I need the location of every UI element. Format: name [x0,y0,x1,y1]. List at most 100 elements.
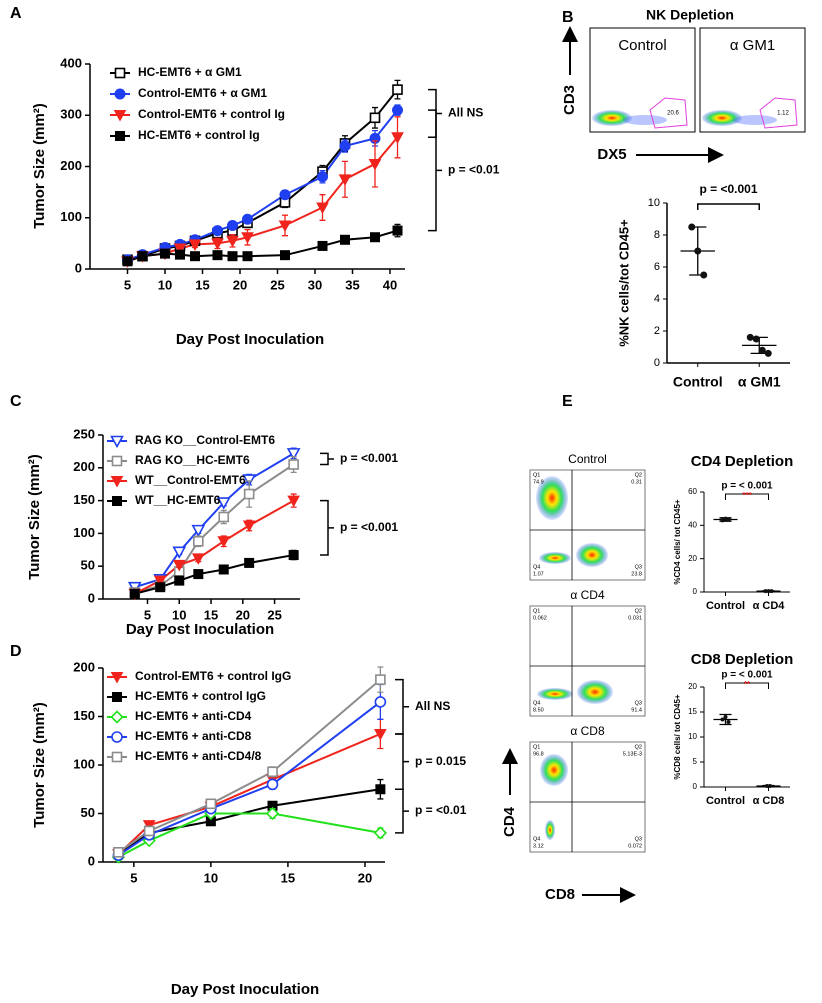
annotation: p = <0.001 [699,182,757,196]
marker [391,132,404,144]
quadrant-value: 3.12 [533,843,544,849]
legend-label: HC-EMT6 + α GM1 [138,65,242,79]
cell-cluster [577,680,613,704]
quadrant-name: Q3 [635,700,642,706]
y-tick-label: 8 [654,229,660,241]
marker [288,459,299,470]
annotation: p = <0.001 [340,451,398,465]
x-tick-label: 20 [236,607,250,622]
marker [339,140,351,152]
annotation: p = <0.01 [448,163,500,177]
y-tick-label: 200 [60,158,82,173]
quadrant-value: 0.072 [628,843,642,849]
marker [241,232,254,244]
x-tick-label: 15 [281,870,295,885]
y-tick-label: 5 [693,757,698,766]
panel-label: A [10,5,22,22]
marker [217,536,231,548]
quadrant-name: Q4 [533,700,540,706]
marker [190,251,200,262]
point [726,517,731,522]
marker [242,251,253,262]
marker [392,104,403,116]
legend-label: HC-EMT6 + anti-CD8 [135,729,252,743]
y-tick-label: 150 [73,708,95,723]
bracket [395,678,409,735]
y-tick-label: 0 [693,782,698,791]
flow-title: NK Depletion [646,7,734,23]
flow-y-axis: CD4 [501,806,518,837]
marker [113,846,124,858]
y-tick-label: 0 [88,590,95,605]
marker [175,249,185,260]
flow-y-axis: CD3 [561,85,578,115]
marker [375,674,386,685]
quadrant-name: Q2 [635,472,642,478]
point [758,346,766,354]
bracket [428,88,442,139]
x-tick-label: α CD4 [753,600,786,612]
series-line [127,136,399,263]
series-line [117,812,381,859]
y-axis-title: %CD4 cells/ tot CD45+ [673,499,682,584]
legend-label: HC-EMT6 + anti-CD4/8 [135,749,262,763]
marker [278,220,292,232]
y-tick-label: 40 [688,520,697,529]
flow-panel-label: α CD4 [570,588,605,602]
marker [142,820,156,832]
legend-label: RAG KO__Control-EMT6 [135,433,275,447]
point [765,784,769,788]
quadrant-value: 0.062 [533,615,547,621]
y-tick-label: 0 [693,587,698,596]
point [766,589,771,594]
flow-panel-label: α GM1 [730,37,775,54]
marker [242,520,256,533]
legend-label: Control-EMT6 + control IgG [135,669,291,683]
legend-label: WT__Control-EMT6 [135,473,246,487]
point [726,720,731,724]
x-tick-label: 20 [233,277,247,292]
y-axis-title: %NK cells/tot CD45+ [616,219,631,347]
marker [392,84,403,95]
legend-label: HC-EMT6 + control IgG [135,689,266,703]
marker [174,575,185,586]
quadrant-name: Q4 [533,836,540,842]
y-tick-label: 60 [688,487,697,496]
y-tick-label: 200 [73,459,95,474]
x-tick-label: Control [673,374,723,390]
y-tick-label: 20 [688,682,697,691]
x-tick-label: 5 [130,870,137,885]
legend-label: Control-EMT6 + control Ig [138,107,285,121]
x-axis-title: Day Post Inoculation [126,621,274,638]
marker [172,546,187,559]
chart-title: CD8 Depletion [691,651,794,668]
quadrant-value: 8.50 [533,707,544,713]
point [720,717,725,722]
point [694,247,702,255]
cell-cluster [592,110,632,126]
marker [110,710,124,724]
marker [113,110,127,122]
bracket [320,452,334,466]
quadrant-name: Q3 [635,836,642,842]
y-tick-label: 6 [654,261,660,273]
marker [115,131,125,141]
marker [279,189,291,201]
quadrant-value: 91.4 [631,707,642,713]
marker [317,171,328,183]
marker [392,225,403,236]
marker [218,564,229,575]
x-tick-label: 15 [195,277,209,292]
x-tick-label: 35 [345,277,359,292]
point [720,518,725,523]
legend-label: HC-EMT6 + control Ig [138,128,260,142]
significance-stars: ** [744,680,751,689]
marker [129,588,140,599]
point [763,589,768,594]
marker [227,251,238,262]
quadrant-value: 5.13E-3 [623,751,642,757]
marker [110,476,124,488]
marker [265,806,280,821]
y-tick-label: 300 [60,107,82,122]
annotation: p = <0.001 [340,520,398,534]
